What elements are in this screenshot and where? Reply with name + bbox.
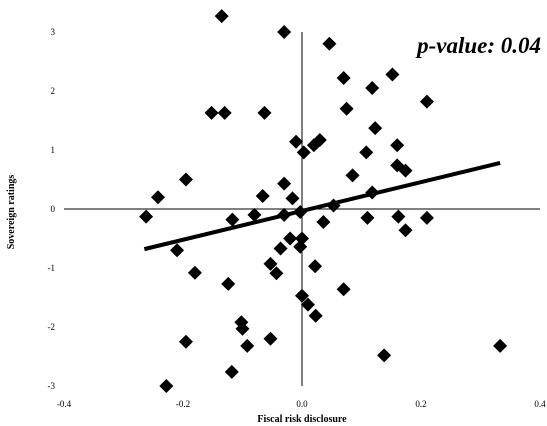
data-point [385,67,400,82]
y-tick-label: 2 [51,86,56,96]
data-point [308,259,323,274]
x-tick-label: -0.4 [57,399,72,409]
data-point [217,105,232,120]
data-point [139,209,154,224]
y-tick-label: -2 [48,322,56,332]
x-tick-label: 0.4 [534,399,546,409]
x-tick-label: -0.2 [176,399,190,409]
data-point [293,239,308,254]
data-point [221,276,236,291]
data-point [345,168,360,183]
data-point [398,223,413,238]
data-point [300,297,315,312]
y-tick-labels: -3 -2 -1 0 1 2 3 [48,27,56,391]
x-tick-label: 0.2 [415,399,426,409]
data-point [296,145,311,160]
y-tick-label: 0 [51,204,56,214]
data-point [493,338,508,353]
data-point [225,212,240,227]
data-point [419,210,434,225]
data-point [263,331,278,346]
data-point [365,81,380,96]
trendline-group [143,161,501,252]
data-point [368,121,383,136]
data-point [359,145,374,160]
data-point [187,265,202,280]
data-point [360,210,375,225]
data-point [247,207,262,222]
data-point [159,379,174,393]
data-point [277,176,292,191]
y-tick-label: 3 [51,27,56,37]
data-point [204,105,219,120]
data-point [178,172,193,187]
data-point [295,288,309,303]
data-point [235,321,250,336]
y-tick-label: -1 [48,263,56,273]
data-points [139,9,508,393]
data-point [285,191,300,206]
data-point [322,36,337,51]
data-point [316,214,331,229]
data-point [283,231,298,246]
data-point [390,138,405,153]
y-axis-title: Sovereign ratings [6,175,17,250]
y-tick-label: -3 [48,381,56,391]
trendline [143,161,501,252]
data-point [224,364,239,379]
data-point [339,101,354,116]
p-value-annotation: p-value: 0.04 [415,33,541,58]
data-point [273,241,288,256]
data-point [398,163,413,178]
data-point [257,105,272,120]
data-point [419,94,434,109]
data-point [170,243,185,258]
data-point [255,189,270,204]
data-point [391,209,406,224]
x-tick-labels: -0.4 -0.2 0.0 0.2 0.4 [57,399,546,409]
data-point [277,25,292,39]
y-tick-label: 1 [51,145,56,155]
x-axis-title: Fiscal risk disclosure [257,414,347,425]
data-point [151,190,166,205]
data-point [289,134,304,149]
data-point [214,9,229,24]
data-point [308,308,323,323]
data-point [240,338,255,353]
data-point [377,348,392,363]
data-point [263,256,278,271]
data-point [306,138,321,153]
data-point [178,334,193,349]
data-point [269,266,284,281]
x-tick-label: 0.0 [296,399,308,409]
data-point [336,71,351,86]
data-point [336,282,351,297]
